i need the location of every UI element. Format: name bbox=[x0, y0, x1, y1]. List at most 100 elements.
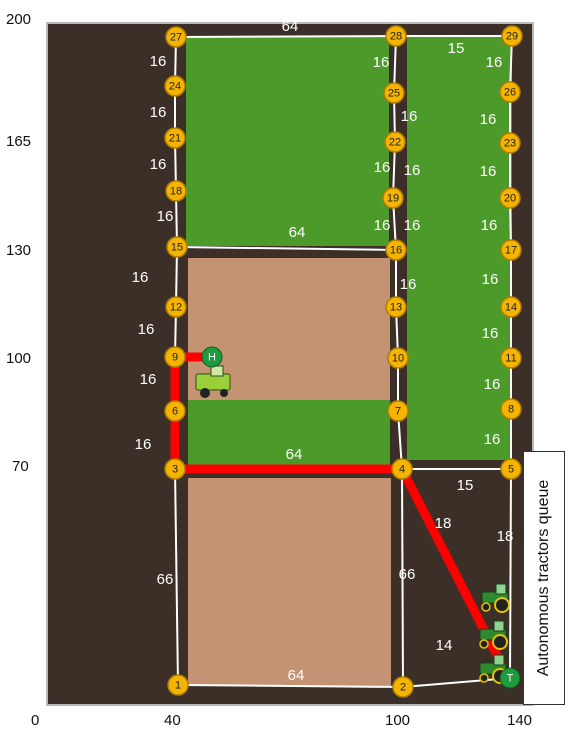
edge-label-h_3_4: 64 bbox=[286, 446, 303, 463]
node-17 bbox=[500, 239, 522, 261]
node-label-11: 11 bbox=[505, 352, 516, 364]
edge-label-mid_28_25: 16 bbox=[373, 54, 390, 71]
node-label-22: 22 bbox=[389, 136, 401, 148]
edge-label-left_18_15: 16 bbox=[157, 208, 174, 225]
edge-label-left_21_18: 16 bbox=[150, 156, 167, 173]
edge-label-left_12_9: 16 bbox=[138, 321, 155, 338]
node-10 bbox=[387, 347, 409, 369]
edge-label-right_29_26: 16 bbox=[486, 54, 503, 71]
soil-patch-bottom bbox=[188, 478, 391, 686]
node-18 bbox=[165, 180, 187, 202]
node-28 bbox=[385, 25, 407, 47]
node-11 bbox=[500, 347, 522, 369]
grid-line-15-16 bbox=[176, 246, 397, 251]
edge-label-right_23_20: 16 bbox=[480, 163, 497, 180]
node-14 bbox=[500, 296, 522, 318]
edge-label-left_6_3: 16 bbox=[135, 436, 152, 453]
edge-label-right_8_5: 16 bbox=[484, 431, 501, 448]
edge-label-inner_19_16: 16 bbox=[404, 217, 421, 234]
y-tick-200: 200 bbox=[6, 11, 32, 28]
edge-label-left_15_12: 16 bbox=[132, 269, 149, 286]
y-tick-165: 165 bbox=[6, 133, 32, 150]
x-tick-100: 100 bbox=[385, 712, 411, 729]
edge-label-top_28_29: 15 bbox=[448, 40, 465, 57]
node-label-14: 14 bbox=[505, 301, 517, 313]
node-8 bbox=[500, 398, 522, 420]
node-4 bbox=[391, 458, 413, 480]
node-16 bbox=[385, 239, 407, 261]
edge-label-left_27_24: 16 bbox=[150, 53, 167, 70]
node-19 bbox=[382, 187, 404, 209]
node-1 bbox=[167, 674, 189, 696]
node-9 bbox=[164, 346, 186, 368]
node-label-7: 7 bbox=[395, 405, 401, 417]
grid-line-3-1 bbox=[174, 468, 179, 686]
node-label-13: 13 bbox=[390, 301, 402, 313]
edge-label-left_3_1: 66 bbox=[157, 571, 174, 588]
edge-label-right_14_11: 16 bbox=[482, 325, 499, 342]
node-label-21: 21 bbox=[169, 132, 181, 144]
tractor-marker bbox=[499, 667, 521, 689]
y-tick-100: 100 bbox=[6, 350, 32, 367]
node-3 bbox=[164, 458, 186, 480]
node-2 bbox=[392, 676, 414, 698]
grass-patch-small bbox=[188, 400, 390, 465]
node-12 bbox=[165, 296, 187, 318]
tractor-queue-box: Autonomous tractors queue bbox=[523, 451, 565, 705]
grid-line-27-28 bbox=[175, 35, 397, 38]
node-label-25: 25 bbox=[388, 87, 400, 99]
harvester-icon bbox=[195, 365, 231, 398]
node-27 bbox=[165, 26, 187, 48]
edge-label-h_15_16: 64 bbox=[289, 224, 306, 241]
edge-label-right_11_8: 16 bbox=[484, 376, 501, 393]
node-29 bbox=[501, 25, 523, 47]
node-label-12: 12 bbox=[170, 301, 182, 313]
node-label-8: 8 bbox=[508, 403, 514, 415]
x-tick-0: 0 bbox=[31, 712, 40, 729]
node-24 bbox=[164, 75, 186, 97]
y-tick-130: 130 bbox=[6, 242, 32, 259]
node-7 bbox=[387, 400, 409, 422]
node-label-19: 19 bbox=[387, 192, 399, 204]
node-label-16: 16 bbox=[390, 244, 402, 256]
edge-label-mid_22_19: 16 bbox=[374, 159, 391, 176]
edge-label-diag_4_T: 18 bbox=[435, 515, 452, 532]
edge-label-mid_4_2: 66 bbox=[399, 566, 416, 583]
node-label-23: 23 bbox=[504, 137, 516, 149]
edge-label-inner_16_13: 16 bbox=[400, 276, 417, 293]
grid-line-4-2 bbox=[401, 468, 404, 688]
node-label-26: 26 bbox=[504, 86, 516, 98]
edge-label-right_5_T: 18 bbox=[497, 528, 514, 545]
node-26 bbox=[499, 81, 521, 103]
tractor-icon-1 bbox=[481, 583, 510, 613]
edge-label-inner_22_19: 16 bbox=[404, 162, 421, 179]
node-label-2: 2 bbox=[400, 681, 406, 693]
grass-patch-right bbox=[407, 37, 512, 460]
edge-label-right_20_17: 16 bbox=[481, 217, 498, 234]
harvester-marker bbox=[201, 346, 223, 368]
node-label-4: 4 bbox=[399, 463, 405, 475]
node-label-10: 10 bbox=[392, 352, 404, 364]
node-6 bbox=[164, 400, 186, 422]
edge-label-bottom_2_T: 14 bbox=[436, 637, 453, 654]
edge-label-h_4_5: 15 bbox=[457, 477, 474, 494]
x-tick-40: 40 bbox=[164, 712, 181, 729]
harvester-marker-label: H bbox=[208, 351, 216, 363]
tractor-icon-2 bbox=[479, 620, 508, 650]
y-tick-70: 70 bbox=[12, 458, 29, 475]
edge-label-mid_25_22: 16 bbox=[401, 108, 418, 125]
node-label-24: 24 bbox=[169, 80, 181, 92]
grid-line-2-T bbox=[402, 677, 511, 688]
node-label-17: 17 bbox=[505, 244, 517, 256]
node-22 bbox=[384, 131, 406, 153]
node-25 bbox=[383, 82, 405, 104]
node-label-27: 27 bbox=[170, 31, 182, 43]
node-label-29: 29 bbox=[506, 30, 518, 42]
grid-line-5-T bbox=[509, 468, 512, 679]
node-15 bbox=[166, 236, 188, 258]
node-label-5: 5 bbox=[508, 463, 514, 475]
edge-label-right_17_14: 16 bbox=[482, 271, 499, 288]
node-20 bbox=[499, 187, 521, 209]
node-label-20: 20 bbox=[504, 192, 516, 204]
